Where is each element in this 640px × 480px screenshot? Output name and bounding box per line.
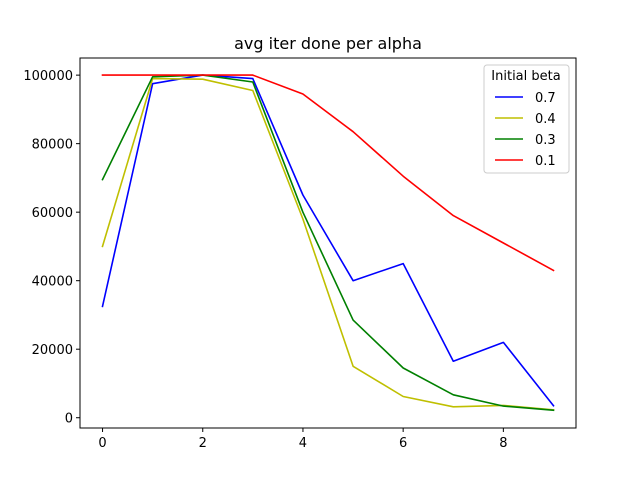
plot-lines bbox=[101, 74, 555, 412]
y-tick-label: 20000 bbox=[32, 343, 73, 358]
x-tick-label: 2 bbox=[199, 436, 207, 451]
series-line-0-4 bbox=[101, 77, 555, 411]
y-tick-label: 40000 bbox=[32, 275, 73, 290]
x-axis: 0 2 4 6 8 bbox=[98, 428, 507, 451]
legend-label: 0.3 bbox=[535, 133, 556, 148]
legend-label: 0.1 bbox=[535, 154, 556, 169]
y-tick-label: 80000 bbox=[32, 138, 73, 153]
legend-label: 0.4 bbox=[535, 112, 556, 127]
series-line-0-3 bbox=[101, 74, 555, 412]
legend-label: 0.7 bbox=[535, 91, 556, 106]
series-line-0-1 bbox=[101, 74, 555, 272]
chart-title: avg iter done per alpha bbox=[234, 34, 422, 53]
x-tick-label: 0 bbox=[98, 436, 106, 451]
x-tick-label: 6 bbox=[399, 436, 407, 451]
x-tick-label: 4 bbox=[299, 436, 307, 451]
legend-entries: 0.7 0.4 0.3 0.1 bbox=[495, 91, 556, 169]
plot-frame bbox=[79, 57, 577, 429]
legend: Initial beta 0.7 0.4 0.3 0.1 bbox=[483, 64, 570, 174]
legend-box bbox=[483, 64, 570, 174]
legend-title: Initial beta bbox=[491, 69, 560, 84]
x-tick-label: 8 bbox=[499, 436, 507, 451]
y-tick-label: 60000 bbox=[32, 206, 73, 221]
y-axis: 0 20000 40000 60000 80000 100000 bbox=[23, 69, 80, 427]
y-tick-label: 100000 bbox=[23, 69, 73, 84]
y-tick-label: 0 bbox=[65, 412, 73, 427]
